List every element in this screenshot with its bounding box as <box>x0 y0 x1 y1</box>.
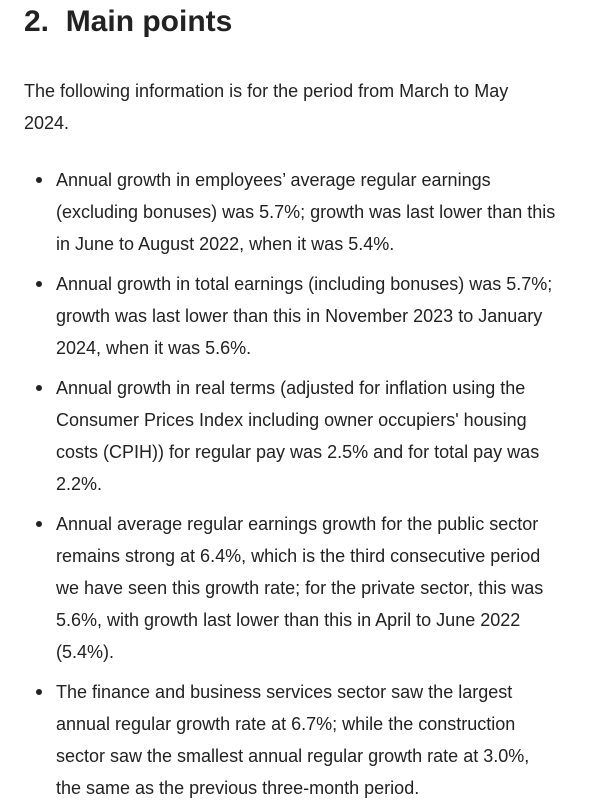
bullet-item: Annual average regular earnings growth f… <box>36 508 556 668</box>
bullet-item: Annual growth in real terms (adjusted fo… <box>36 372 556 500</box>
main-points-list: Annual growth in employees’ average regu… <box>0 164 556 812</box>
heading: 2. Main points <box>24 5 233 38</box>
bullet-item: Annual growth in total earnings (includi… <box>36 268 556 364</box>
bullet-item: The finance and business services sector… <box>36 676 556 804</box>
intro: The following information is for the per… <box>24 81 509 133</box>
bullet-item: Annual growth in employees’ average regu… <box>36 164 556 260</box>
